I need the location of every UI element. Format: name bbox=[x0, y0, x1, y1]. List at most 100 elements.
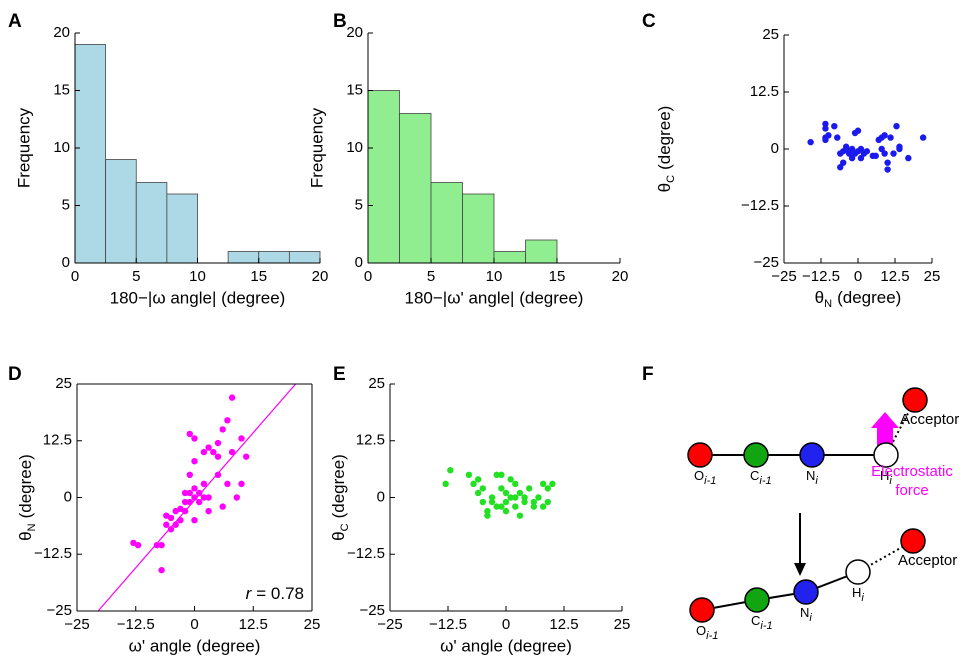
annotation-text: = 0.78 bbox=[256, 584, 304, 603]
atom-symbol: O bbox=[696, 623, 706, 638]
point bbox=[172, 521, 179, 528]
point bbox=[884, 159, 891, 166]
point bbox=[854, 127, 862, 134]
label-symbol: θ bbox=[815, 288, 824, 307]
point bbox=[544, 498, 551, 506]
point bbox=[502, 498, 510, 506]
point bbox=[502, 507, 510, 515]
point bbox=[442, 480, 449, 488]
point bbox=[214, 439, 222, 447]
bar bbox=[105, 159, 137, 264]
x-tick-label: 10 bbox=[189, 268, 206, 285]
point bbox=[181, 489, 189, 497]
point bbox=[134, 541, 142, 549]
point bbox=[893, 123, 900, 130]
point bbox=[905, 154, 912, 162]
point bbox=[507, 494, 514, 501]
atom-subscript: i bbox=[889, 475, 892, 487]
x-tick-label: 0 bbox=[71, 268, 79, 285]
y-tick-label: −12.5 bbox=[741, 197, 779, 214]
point bbox=[493, 471, 500, 478]
atom bbox=[687, 442, 713, 468]
point bbox=[493, 503, 500, 510]
point bbox=[807, 138, 814, 146]
acceptor-label: Acceptor bbox=[900, 411, 959, 428]
bond bbox=[701, 571, 859, 611]
atom-subscript: i bbox=[815, 475, 818, 487]
point bbox=[502, 489, 510, 497]
point bbox=[512, 480, 519, 488]
point bbox=[842, 143, 850, 150]
acceptor-atom bbox=[902, 387, 928, 413]
y-tick-label: 15 bbox=[346, 81, 363, 98]
point bbox=[521, 498, 528, 506]
x-tick-label: 5 bbox=[427, 268, 435, 285]
panel-letter: A bbox=[8, 11, 22, 32]
point bbox=[177, 517, 184, 524]
bar bbox=[135, 182, 168, 264]
point bbox=[872, 152, 879, 160]
point bbox=[479, 485, 486, 492]
point bbox=[530, 503, 538, 510]
atom-label: Ni bbox=[806, 468, 818, 486]
x-tick-label: 0 bbox=[854, 268, 862, 285]
x-tick-label: 15 bbox=[549, 268, 566, 285]
point bbox=[848, 145, 856, 153]
point bbox=[530, 498, 538, 506]
point bbox=[191, 457, 198, 465]
point bbox=[167, 514, 175, 522]
point bbox=[214, 471, 222, 478]
point bbox=[507, 476, 514, 483]
y-tick-label: 12.5 bbox=[356, 432, 385, 449]
atom-symbol: H bbox=[880, 468, 889, 483]
atom-subscript: i bbox=[861, 592, 864, 604]
point bbox=[881, 132, 888, 139]
x-tick-label: 25 bbox=[614, 616, 631, 633]
point bbox=[837, 164, 844, 171]
x-tick-label: −25 bbox=[377, 616, 402, 633]
point bbox=[219, 503, 226, 510]
point bbox=[181, 507, 189, 515]
x-tick-label: 12.5 bbox=[239, 616, 268, 633]
point bbox=[233, 494, 240, 501]
atom bbox=[689, 597, 715, 623]
atom-label: Ni bbox=[800, 605, 812, 623]
point bbox=[498, 471, 505, 478]
point bbox=[834, 134, 841, 141]
label-subscript: N bbox=[824, 298, 832, 310]
point bbox=[474, 476, 482, 483]
y-tick-label: 25 bbox=[55, 375, 72, 392]
point bbox=[822, 120, 829, 128]
atom-label: Ci-1 bbox=[751, 613, 773, 631]
atom-label: Oi-1 bbox=[696, 623, 718, 641]
atom-symbol: C bbox=[750, 468, 759, 483]
point bbox=[470, 480, 477, 488]
point bbox=[210, 448, 217, 456]
label-unit: (degree) bbox=[655, 106, 674, 170]
y-axis-label: Frequency bbox=[14, 107, 33, 188]
point bbox=[167, 526, 175, 533]
point bbox=[181, 498, 189, 506]
point bbox=[224, 417, 231, 424]
point bbox=[186, 430, 193, 438]
x-tick-label: 0 bbox=[364, 268, 372, 285]
bar bbox=[258, 251, 290, 264]
y-tick-label: 12.5 bbox=[43, 432, 72, 449]
point bbox=[243, 453, 250, 460]
force-label: Electrostatic bbox=[871, 463, 953, 480]
bar bbox=[399, 113, 432, 264]
atom bbox=[845, 559, 871, 585]
y-tick-label: 12.5 bbox=[750, 83, 779, 100]
label-unit: (degree) bbox=[329, 454, 348, 518]
y-tick-label: 5 bbox=[62, 196, 70, 213]
point bbox=[516, 489, 524, 497]
point bbox=[498, 503, 505, 510]
point bbox=[498, 485, 505, 492]
atom-symbol: N bbox=[806, 468, 815, 483]
y-tick-label: 25 bbox=[368, 375, 385, 392]
x-axis-label: ω' angle (degree) bbox=[129, 636, 261, 655]
point bbox=[526, 485, 533, 492]
point bbox=[186, 498, 193, 506]
point bbox=[863, 148, 871, 155]
